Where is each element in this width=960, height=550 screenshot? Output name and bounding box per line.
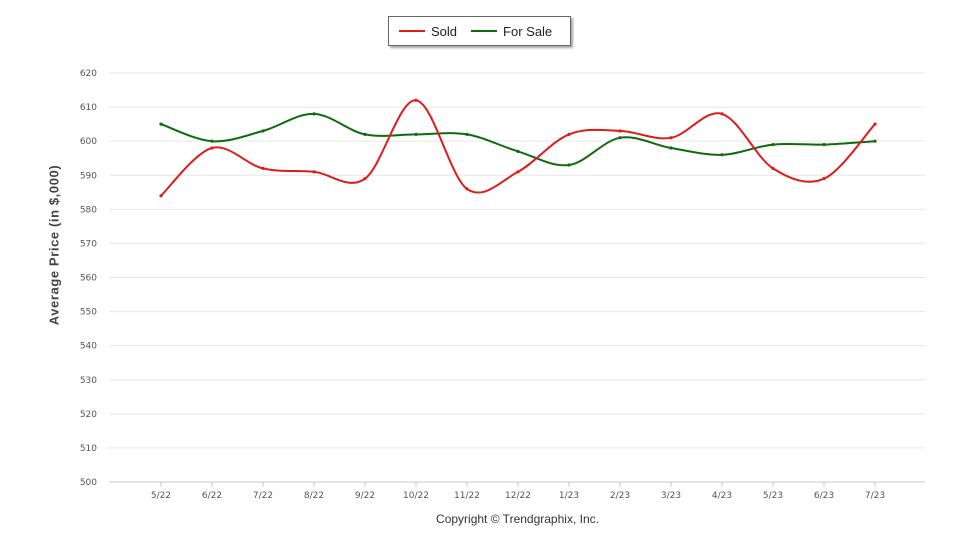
y-tick-label-620: 620 <box>80 69 97 79</box>
legend-item-sold: Sold <box>399 24 457 39</box>
x-tick-label-2-23: 2/23 <box>610 491 630 501</box>
data-point-for-sale-10-22 <box>414 132 418 136</box>
x-tick-label-11-22: 11/22 <box>454 491 480 501</box>
y-tick-label-590: 590 <box>80 171 97 181</box>
data-point-for-sale-8-22 <box>312 112 316 116</box>
data-point-sold-3-23 <box>669 136 673 140</box>
data-point-for-sale-6-23 <box>822 142 826 147</box>
data-point-for-sale-5-22 <box>159 122 163 126</box>
x-tick-label-9-22: 9/22 <box>355 491 375 501</box>
y-axis-label: Average Price (in $,000) <box>46 164 62 326</box>
y-tick-label-610: 610 <box>80 103 97 113</box>
legend-label-for-sale: For Sale <box>503 23 553 39</box>
x-tick-label-7-22: 7/22 <box>253 491 273 501</box>
y-tick-label-550: 550 <box>80 308 97 318</box>
y-tick-label-530: 530 <box>80 376 97 386</box>
data-point-sold-12-22 <box>516 170 520 174</box>
y-tick-label-520: 520 <box>80 410 97 420</box>
x-tick-label-5-22: 5/22 <box>151 491 171 501</box>
x-tick-label-12-22: 12/22 <box>505 491 531 501</box>
data-point-sold-7-22 <box>261 166 265 171</box>
legend: Sold For Sale <box>388 16 571 46</box>
data-point-for-sale-11-22 <box>465 132 469 136</box>
legend-swatch-sold <box>399 30 425 32</box>
copyright-text: Copyright © Trendgraphix, Inc. <box>436 512 599 526</box>
data-point-sold-5-22 <box>159 194 163 198</box>
y-axis-label-wrap: Average Price (in $,000) <box>44 120 64 370</box>
y-tick-label-600: 600 <box>80 137 97 147</box>
x-tick-label-6-23: 6/23 <box>814 491 834 501</box>
y-tick-label-580: 580 <box>80 205 97 215</box>
legend-label-sold: Sold <box>431 23 458 39</box>
data-point-for-sale-7-22 <box>261 129 265 133</box>
x-axis: 5/22 6/22 7/22 8/22 9/22 10/22 11/22 12/22 1/23 2… <box>151 482 885 501</box>
data-point-sold-9-22 <box>363 177 367 181</box>
x-tick-label-10-22: 10/22 <box>403 491 429 501</box>
data-point-sold-6-23 <box>822 177 826 181</box>
data-point-sold-1-23 <box>567 132 571 136</box>
data-point-for-sale-9-22 <box>363 132 367 136</box>
y-tick-label-560: 560 <box>80 274 97 284</box>
series-lines <box>159 98 877 198</box>
y-tick-label-510: 510 <box>80 444 97 454</box>
x-tick-label-8-22: 8/22 <box>304 491 324 501</box>
data-point-sold-4-23 <box>720 112 724 116</box>
x-tick-label-6-22: 6/22 <box>202 491 222 501</box>
data-point-for-sale-1-23 <box>567 163 571 167</box>
data-point-for-sale-5-23 <box>771 142 775 147</box>
y-tick-label-540: 540 <box>80 342 97 352</box>
x-tick-label-5-23: 5/23 <box>763 491 783 501</box>
data-point-for-sale-4-23 <box>720 153 724 157</box>
legend-item-for-sale: For Sale <box>471 24 552 39</box>
data-point-sold-5-23 <box>771 166 775 171</box>
data-point-for-sale-6-22 <box>210 139 214 143</box>
data-point-for-sale-3-23 <box>669 146 673 150</box>
x-tick-label-7-23: 7/23 <box>865 491 885 501</box>
data-point-sold-11-22 <box>465 187 469 191</box>
series-line-sold <box>160 99 876 197</box>
legend-swatch-for-sale <box>471 30 498 32</box>
y-tick-label-500: 500 <box>80 478 97 488</box>
data-point-sold-10-22 <box>414 98 418 102</box>
x-tick-label-1-23: 1/23 <box>559 491 579 501</box>
data-point-for-sale-7-23 <box>873 139 877 143</box>
data-point-sold-6-22 <box>210 146 214 150</box>
x-tick-label-3-23: 3/23 <box>661 491 681 501</box>
data-point-sold-8-22 <box>312 170 316 174</box>
data-point-for-sale-12-22 <box>516 149 520 153</box>
x-tick-label-4-23: 4/23 <box>712 491 732 501</box>
data-point-sold-2-23 <box>618 129 622 133</box>
y-tick-label-570: 570 <box>80 239 97 249</box>
data-point-for-sale-2-23 <box>618 136 622 140</box>
data-point-sold-7-23 <box>873 122 877 126</box>
y-axis: 500 510 520 530 540 550 560 570 580 590 600 610 620 <box>80 69 97 488</box>
series-line-for-sale <box>160 112 876 167</box>
gridlines <box>109 72 925 483</box>
